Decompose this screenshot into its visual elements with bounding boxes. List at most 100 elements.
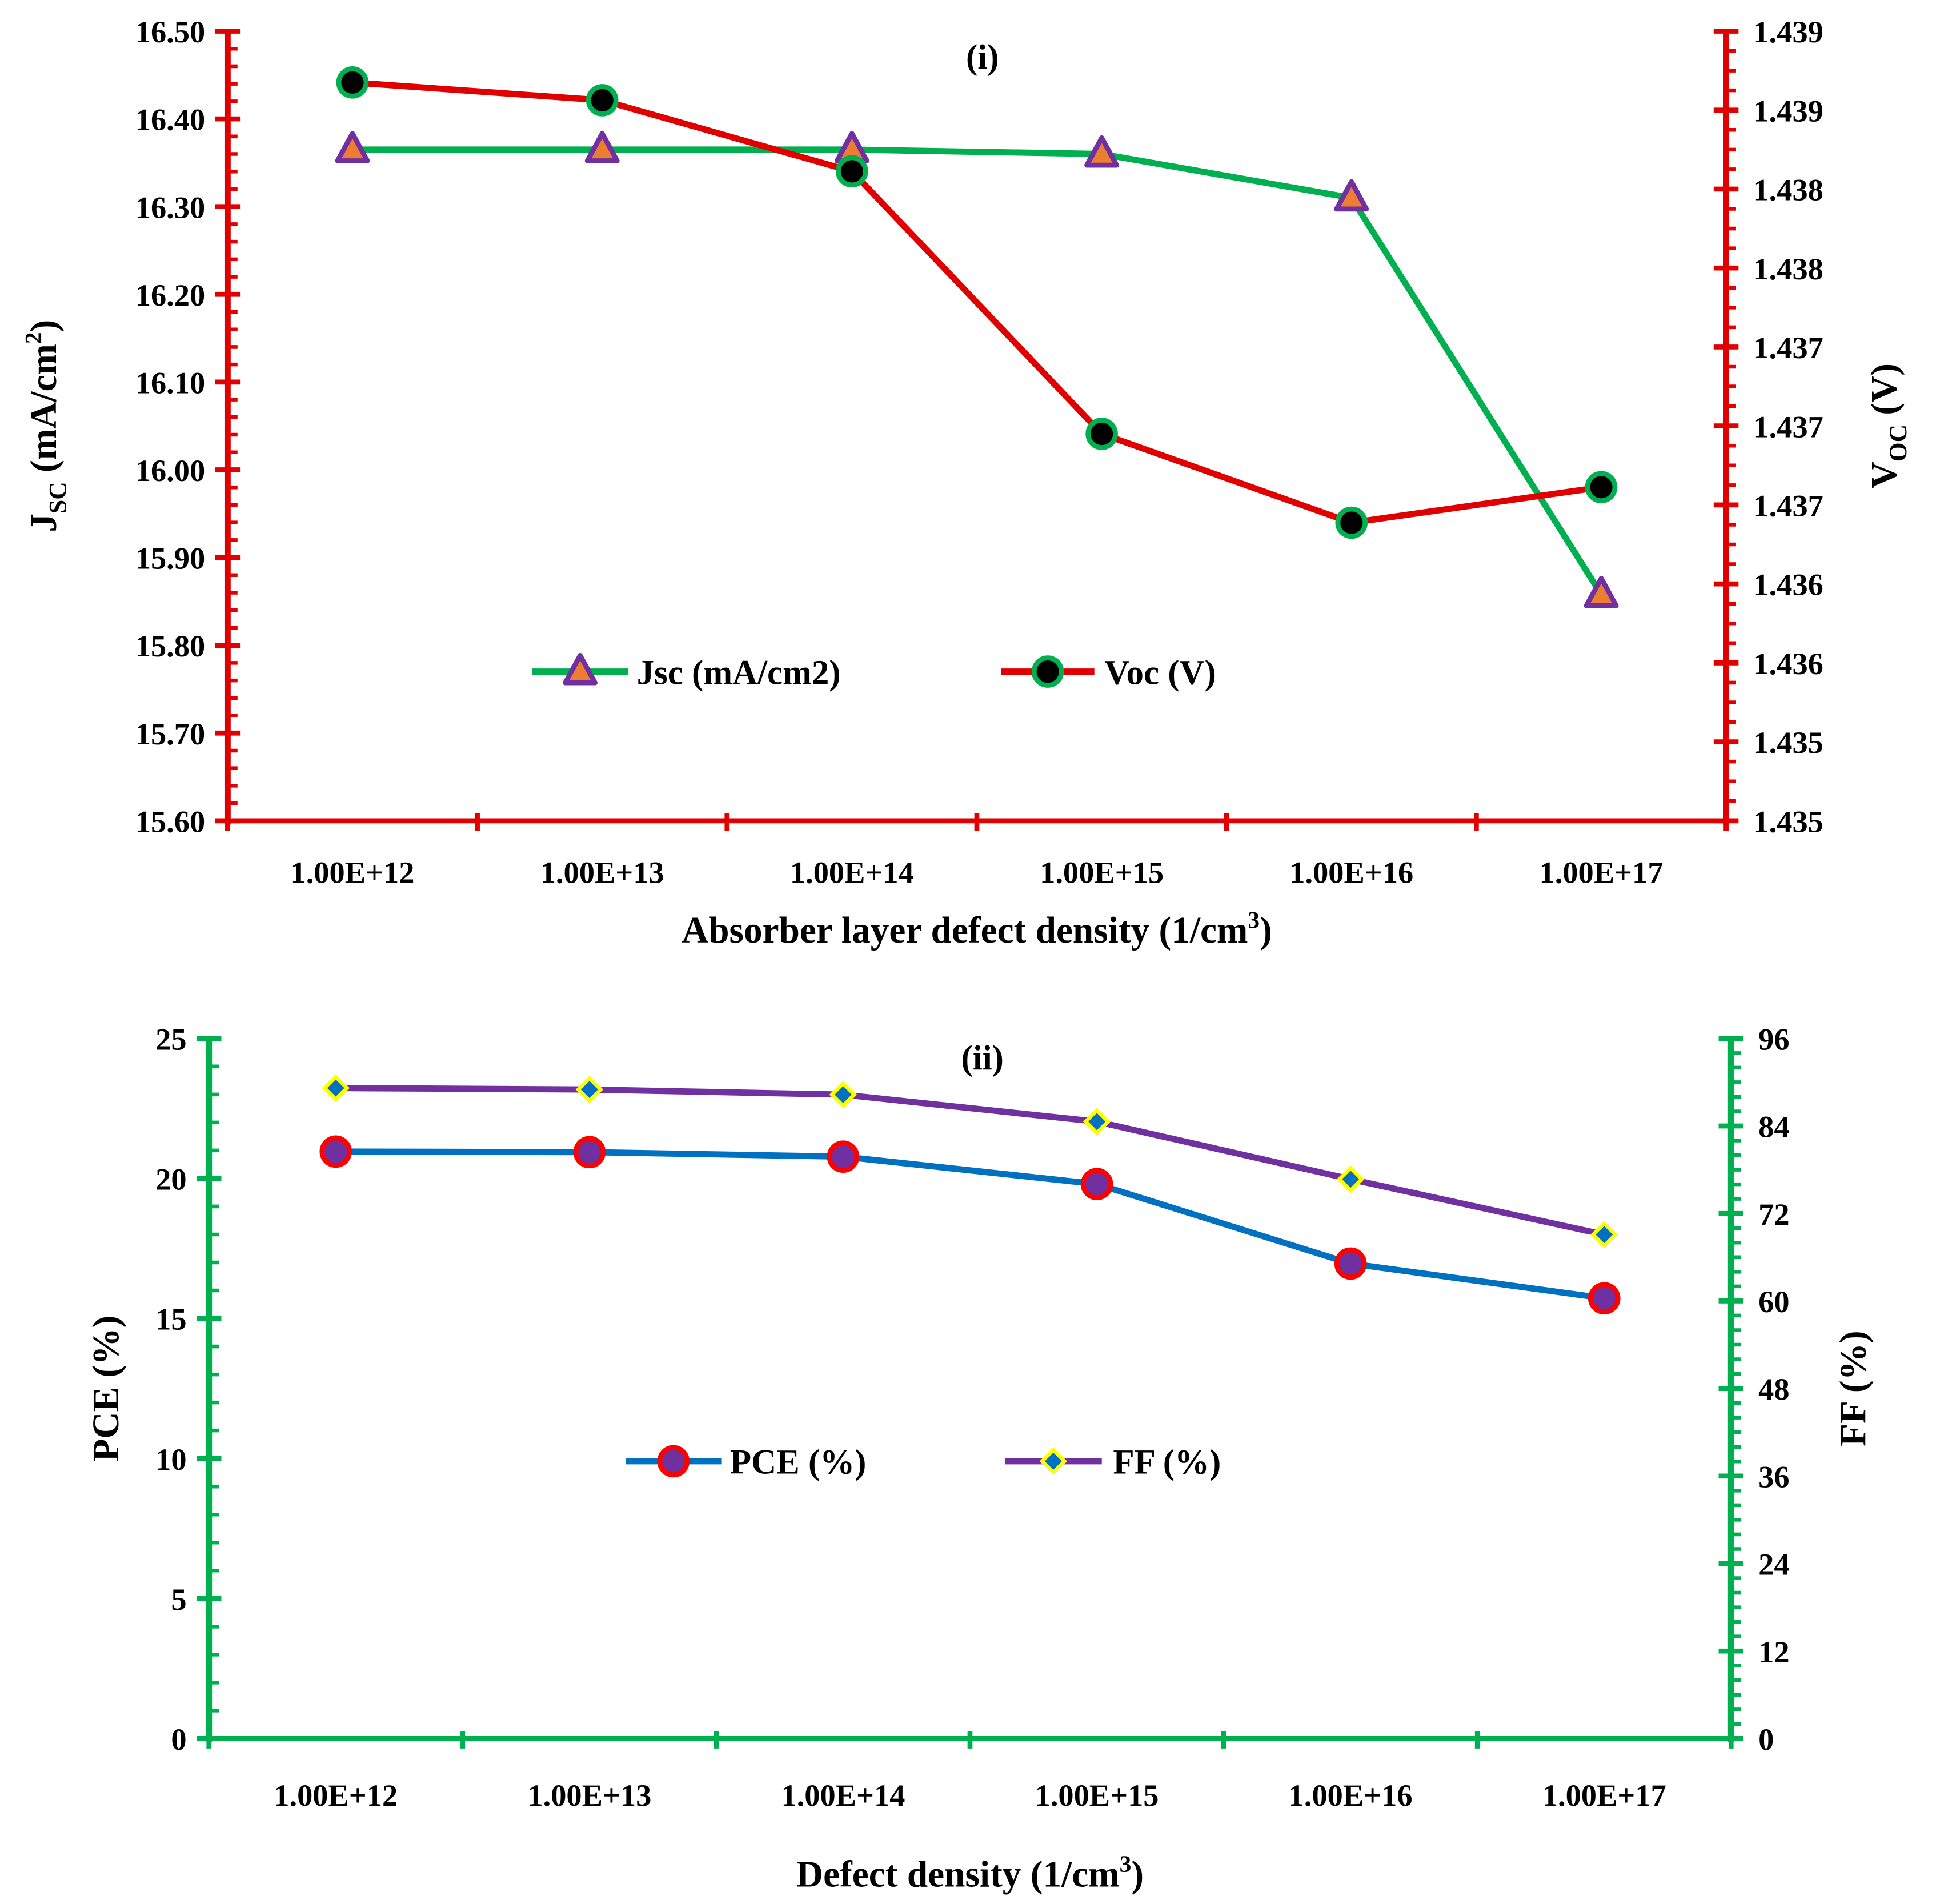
x-axis-label-close: ) [1131, 1854, 1144, 1895]
x-tick-label: 1.00E+16 [1289, 856, 1413, 890]
data-point [1335, 506, 1368, 539]
left-axis-label: PCE (%) [86, 1316, 127, 1462]
data-point [1085, 418, 1118, 450]
x-axis-label-text: Absorber layer defect density (1/cm [682, 910, 1248, 951]
x-tick-label: 1.00E+15 [1040, 856, 1164, 890]
legend-item: Jsc (mA/cm2) [532, 652, 841, 692]
left-axis-label-base: PCE (%) [86, 1316, 127, 1462]
right-tick-label: 72 [1758, 1197, 1789, 1232]
data-point [584, 131, 620, 163]
legend-label: Jsc (mA/cm2) [637, 654, 841, 692]
right-axis-label-rest: (V) [1864, 363, 1905, 424]
right-tick-label: 48 [1758, 1372, 1789, 1406]
left-tick-label: 16.20 [135, 278, 205, 312]
x-tick-label: 1.00E+14 [790, 856, 914, 890]
x-tick-label: 1.00E+13 [527, 1778, 651, 1813]
right-axis-label-base: FF (%) [1833, 1330, 1874, 1446]
right-tick-label: 36 [1758, 1460, 1789, 1494]
right-axis-label: VOC (V) [1864, 363, 1912, 488]
left-tick-label: 25 [155, 1022, 186, 1056]
left-tick-label: 15.70 [135, 717, 205, 751]
data-point [829, 1080, 857, 1109]
left-tick-label: 16.50 [135, 15, 205, 49]
right-axis-label: FF (%) [1833, 1330, 1874, 1446]
chart-1: 15.60 15.70 15.80 15.90 16.00 16.10 16.20 16.30… [20, 15, 1912, 951]
x-tick-label: 1.00E+14 [781, 1778, 905, 1813]
right-tick-label: 60 [1758, 1285, 1789, 1319]
series-line [335, 1085, 1605, 1238]
series-line [352, 79, 1602, 526]
right-tick-label: 24 [1758, 1548, 1789, 1582]
legend-label: PCE (%) [730, 1444, 867, 1482]
left-tick-label: 15.90 [135, 542, 205, 576]
x-axis-label-close: ) [1260, 910, 1272, 951]
left-axis-label: JSC (mA/cm2) [20, 320, 72, 532]
series-line [352, 146, 1604, 596]
right-tick-label: 1.435 [1753, 804, 1823, 839]
data-point [1083, 1108, 1111, 1136]
legend-item: Voc (V) [1001, 654, 1216, 692]
right-tick-label: 12 [1758, 1635, 1789, 1669]
left-tick-label: 16.10 [135, 366, 205, 400]
data-point [1334, 1247, 1367, 1280]
data-point [319, 1135, 352, 1168]
left-tick-label: 16.00 [135, 454, 205, 488]
series-pce- [319, 1135, 1621, 1315]
x-axis-label: Absorber layer defect density (1/cm3) [682, 907, 1272, 951]
right-tick-label: 1.435 [1753, 725, 1823, 760]
left-tick-label: 16.40 [135, 103, 205, 137]
left-tick-label: 10 [155, 1442, 186, 1477]
data-point [1336, 1165, 1365, 1193]
series-ff- [322, 1074, 1618, 1249]
data-point [1584, 575, 1619, 608]
chart-2: 0 5 10 15 20 25 0 12 24 36 48 60 72 84 96 1.00E+12 1.00E… [86, 1022, 1874, 1895]
legend-marker [1039, 1447, 1068, 1476]
data-point [1590, 1221, 1618, 1249]
right-tick-label: 96 [1758, 1022, 1789, 1056]
series-jsc-ma-cm2- [335, 131, 1619, 608]
right-tick-label: 1.436 [1753, 568, 1823, 602]
left-tick-label: 15.60 [135, 804, 205, 839]
x-tick-label: 1.00E+15 [1035, 1778, 1159, 1813]
x-tick-label: 1.00E+17 [1542, 1778, 1666, 1813]
right-tick-label: 84 [1758, 1110, 1789, 1144]
left-tick-label: 16.30 [135, 190, 205, 225]
right-axis-label-base: V [1864, 462, 1905, 488]
data-point [836, 155, 868, 188]
data-point [586, 84, 619, 117]
right-tick-label: 1.439 [1753, 94, 1823, 128]
chart-title: (i) [966, 38, 999, 77]
left-axis-label-rest: (mA/cm [23, 344, 65, 482]
series-voc-v- [336, 66, 1618, 539]
right-axis-label-sub: OC [1885, 424, 1912, 462]
data-point [1084, 135, 1120, 168]
right-tick-label: 1.438 [1753, 173, 1823, 207]
left-tick-label: 0 [171, 1722, 186, 1757]
data-point [1080, 1168, 1113, 1201]
x-tick-label: 1.00E+12 [291, 856, 415, 890]
chart-title: (ii) [961, 1039, 1004, 1077]
legend-label: FF (%) [1113, 1444, 1221, 1482]
legend-marker [657, 1445, 690, 1478]
legend-marker [1031, 655, 1064, 688]
right-tick-label: 0 [1758, 1722, 1774, 1757]
right-tick-label: 1.436 [1753, 647, 1823, 681]
right-tick-label: 1.437 [1753, 410, 1823, 444]
data-point [575, 1075, 604, 1104]
left-axis-label-sub: SC [44, 482, 71, 514]
left-tick-label: 20 [155, 1163, 186, 1197]
left-axis-label-base: J [23, 514, 65, 532]
x-tick-label: 1.00E+16 [1289, 1778, 1413, 1813]
left-axis-label-sup: 2 [20, 332, 46, 344]
right-tick-label: 1.439 [1753, 15, 1823, 49]
x-axis-label-sup: 3 [1248, 907, 1260, 933]
data-point [335, 131, 370, 163]
data-point [827, 1140, 860, 1173]
data-point [322, 1074, 350, 1102]
x-tick-label: 1.00E+13 [540, 856, 664, 890]
data-point [1334, 179, 1369, 212]
data-point [1585, 471, 1618, 504]
left-axis-label-close: ) [23, 320, 65, 332]
x-tick-label: 1.00E+17 [1540, 856, 1664, 890]
x-axis-label: Defect density (1/cm3) [796, 1850, 1144, 1895]
